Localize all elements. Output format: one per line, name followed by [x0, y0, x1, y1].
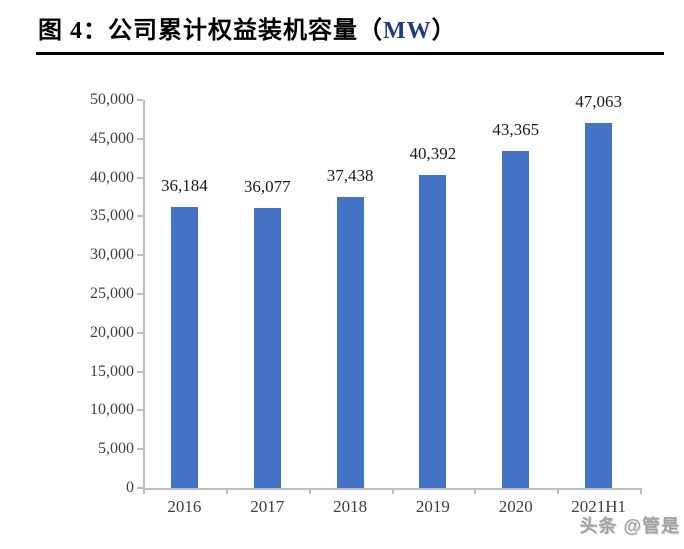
bar-2017: [253, 208, 281, 488]
y-tick-label: 5,000: [98, 440, 134, 458]
bar-2020: [502, 151, 530, 488]
y-axis-tick: [137, 448, 143, 451]
bar-value-label: 43,365: [492, 120, 540, 140]
figure-title-suffix: ）: [431, 18, 457, 44]
title-divider: [36, 52, 664, 55]
y-tick-label: 0: [126, 479, 134, 496]
x-tick-label: 2017: [250, 497, 285, 516]
y-tick-label: 40,000: [90, 168, 134, 186]
y-tick-label: 20,000: [90, 323, 134, 341]
x-tick-label: 2020: [498, 497, 533, 516]
y-tick-label: 50,000: [90, 91, 134, 108]
bar-chart: 0 5,000 10,000 15,000 20,000 25,000 30,000 35,0…: [0, 60, 684, 520]
y-tick-label: 45,000: [90, 129, 134, 147]
x-tick-label: 2021H1: [571, 497, 626, 516]
y-axis-tick: [137, 176, 143, 179]
bar-2016: [170, 207, 198, 488]
bar-value-label: 40,392: [409, 143, 457, 163]
y-axis-tick: [137, 137, 143, 140]
y-axis-tick: [137, 215, 143, 218]
bar-2019: [419, 174, 447, 488]
y-tick-label: 15,000: [90, 362, 134, 380]
y-axis-tick: [137, 370, 143, 373]
y-axis-tick: [137, 409, 143, 412]
bar-value-label: 37,438: [326, 166, 374, 186]
y-axis-tick: [137, 254, 143, 257]
bar-2021H1: [585, 122, 613, 488]
x-axis-tick: [225, 488, 228, 494]
figure-title-unit: MW: [383, 18, 432, 44]
y-axis-tick: [137, 487, 143, 489]
bar-value-label: 36,077: [243, 177, 291, 197]
y-axis-tick: [137, 293, 143, 295]
figure-title: 图 4：公司累计权益装机容量（MW）: [38, 10, 457, 45]
bar-value-label: 47,063: [575, 91, 622, 111]
y-tick-label: 25,000: [90, 285, 134, 302]
x-tick-label: 2019: [415, 497, 450, 516]
x-axis-tick: [391, 488, 394, 494]
y-tick-label: 30,000: [90, 246, 134, 264]
x-tick-label: 2018: [333, 497, 368, 516]
y-tick-label: 10,000: [90, 401, 134, 419]
x-axis-tick: [474, 488, 477, 494]
y-axis-tick: [137, 99, 143, 101]
x-tick-label: 2016: [167, 497, 202, 516]
x-axis-tick: [308, 488, 311, 494]
y-axis-line: [143, 100, 145, 490]
y-tick-label: 35,000: [90, 207, 134, 225]
figure-title-text: 图 4：公司累计权益装机容量（: [38, 18, 383, 44]
x-axis-tick: [143, 488, 145, 494]
y-axis-tick: [137, 331, 143, 334]
watermark: 头条 @管是: [579, 516, 680, 536]
bar-2018: [336, 197, 364, 488]
x-axis-tick: [640, 488, 642, 494]
bar-value-label: 36,184: [161, 176, 208, 196]
x-axis-tick: [557, 488, 560, 494]
